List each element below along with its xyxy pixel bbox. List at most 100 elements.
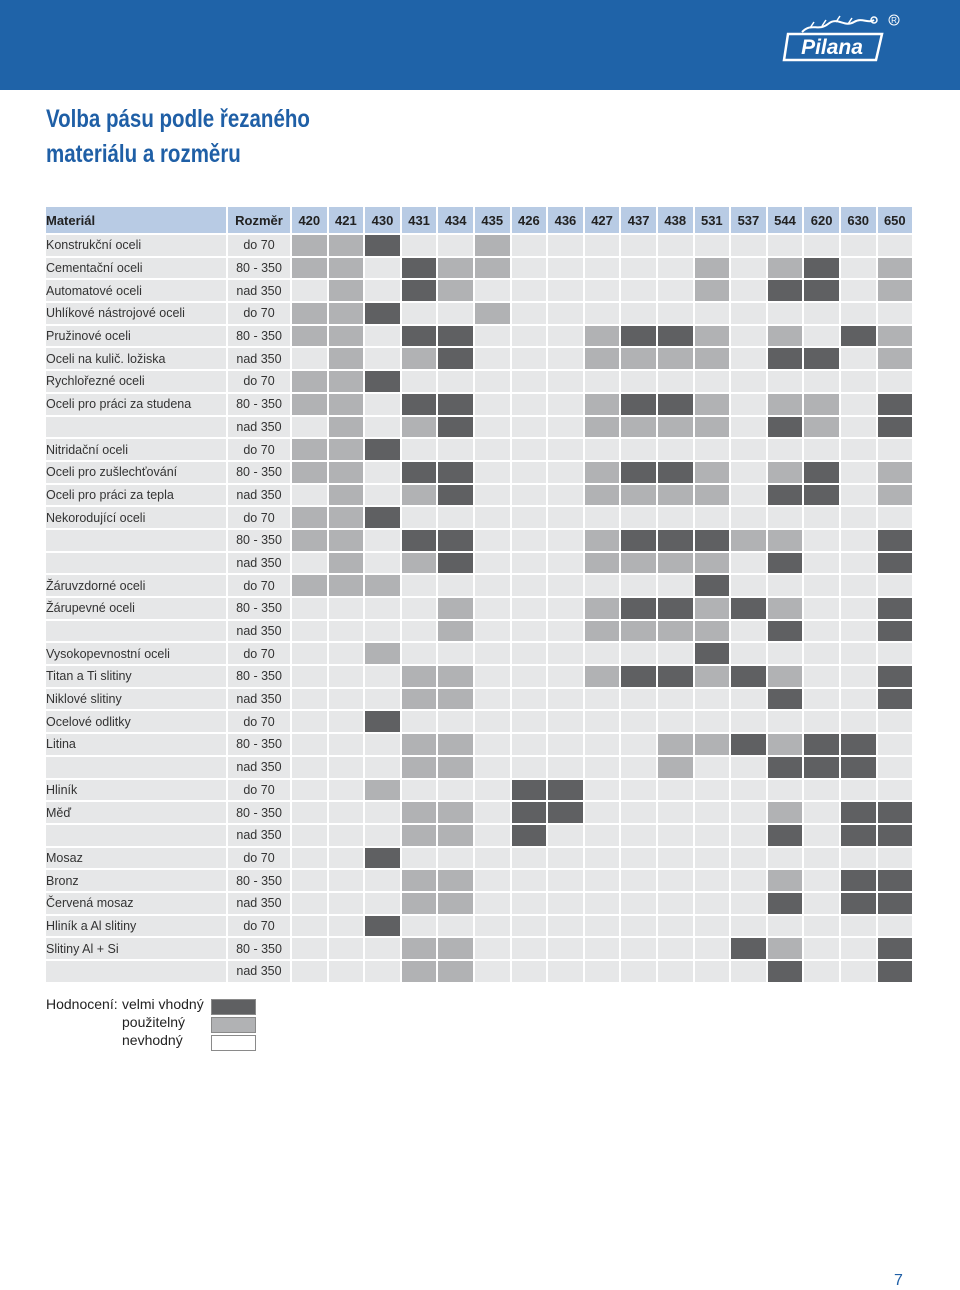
rating-cell-426 xyxy=(511,598,547,619)
rating-cell-426 xyxy=(511,756,547,778)
table-row: Vysokopevnostní oceli do 70 xyxy=(46,643,913,665)
rating-cell-531 xyxy=(694,824,730,846)
rating-cell-430 xyxy=(365,529,400,551)
rating-cell-430 xyxy=(365,303,400,324)
table-row: Niklové slitiny nad 350 xyxy=(46,688,913,710)
header-band-537: 537 xyxy=(731,207,766,233)
rating-cell-436 xyxy=(548,734,583,755)
rating-cell-434 xyxy=(438,847,473,869)
table-header-row: Materiál Rozměr 420 421 430 431 434 435 426 436… xyxy=(46,207,913,233)
rating-cell-434 xyxy=(438,666,473,687)
rating-cell-427 xyxy=(584,847,620,869)
rating-cell-531 xyxy=(694,461,730,483)
rating-cell-438 xyxy=(657,824,693,846)
rating-cell-435 xyxy=(474,666,510,687)
rating-cell-438 xyxy=(657,235,693,256)
rating-cell-438 xyxy=(657,416,693,438)
rating-cell-531 xyxy=(694,598,730,619)
size-cell: do 70 xyxy=(228,235,290,256)
rating-cell-650 xyxy=(877,688,913,710)
rating-cell-630 xyxy=(840,235,876,256)
rating-cell-430 xyxy=(365,711,400,733)
rating-cell-436 xyxy=(548,575,583,596)
size-cell: do 70 xyxy=(228,711,290,733)
page-number: 7 xyxy=(894,1272,903,1289)
rating-cell-427 xyxy=(584,779,620,801)
rating-cell-544 xyxy=(767,802,803,823)
rating-cell-420 xyxy=(292,802,327,823)
table-row: Uhlíkové nástrojové oceli do 70 xyxy=(46,303,913,324)
rating-cell-435 xyxy=(474,235,510,256)
rating-cell-421 xyxy=(328,734,364,755)
rating-cell-420 xyxy=(292,938,327,959)
size-cell: do 70 xyxy=(228,507,290,528)
rating-cell-630 xyxy=(840,529,876,551)
rating-cell-426 xyxy=(511,915,547,937)
rating-cell-421 xyxy=(328,416,364,438)
rating-cell-620 xyxy=(804,416,839,438)
material-cell: Žáruvzdorné oceli xyxy=(46,575,226,596)
rating-cell-620 xyxy=(804,779,839,801)
rating-cell-421 xyxy=(328,756,364,778)
rating-cell-531 xyxy=(694,280,730,302)
rating-cell-421 xyxy=(328,666,364,687)
rating-cell-531 xyxy=(694,371,730,392)
rating-cell-427 xyxy=(584,938,620,959)
rating-cell-434 xyxy=(438,915,473,937)
rating-cell-531 xyxy=(694,711,730,733)
rating-cell-426 xyxy=(511,371,547,392)
rating-cell-435 xyxy=(474,847,510,869)
rating-cell-531 xyxy=(694,938,730,959)
rating-cell-434 xyxy=(438,325,473,347)
legend-label-usable: použitelný xyxy=(122,1014,186,1030)
legend-label-very-suitable: velmi vhodný xyxy=(122,996,204,1012)
material-cell: Niklové slitiny xyxy=(46,688,226,710)
rating-cell-420 xyxy=(292,575,327,596)
rating-cell-630 xyxy=(840,620,876,642)
rating-cell-438 xyxy=(657,371,693,392)
rating-cell-421 xyxy=(328,870,364,891)
rating-cell-420 xyxy=(292,870,327,891)
rating-cell-430 xyxy=(365,439,400,460)
rating-cell-537 xyxy=(731,416,766,438)
rating-cell-544 xyxy=(767,756,803,778)
rating-cell-430 xyxy=(365,688,400,710)
rating-cell-435 xyxy=(474,688,510,710)
rating-cell-436 xyxy=(548,507,583,528)
rating-cell-650 xyxy=(877,507,913,528)
rating-cell-436 xyxy=(548,552,583,574)
rating-cell-437 xyxy=(621,915,656,937)
rating-cell-630 xyxy=(840,779,876,801)
rating-cell-437 xyxy=(621,688,656,710)
rating-cell-650 xyxy=(877,416,913,438)
material-cell: Nekorodující oceli xyxy=(46,507,226,528)
rating-cell-620 xyxy=(804,348,839,370)
rating-cell-544 xyxy=(767,348,803,370)
rating-cell-544 xyxy=(767,915,803,937)
rating-cell-437 xyxy=(621,552,656,574)
rating-cell-537 xyxy=(731,257,766,279)
rating-cell-434 xyxy=(438,371,473,392)
table-row: Pružinové oceli 80 - 350 xyxy=(46,325,913,347)
rating-cell-427 xyxy=(584,643,620,665)
rating-cell-421 xyxy=(328,552,364,574)
rating-cell-531 xyxy=(694,688,730,710)
rating-cell-435 xyxy=(474,552,510,574)
rating-cell-437 xyxy=(621,779,656,801)
rating-cell-630 xyxy=(840,303,876,324)
rating-cell-537 xyxy=(731,552,766,574)
rating-cell-420 xyxy=(292,416,327,438)
rating-cell-426 xyxy=(511,439,547,460)
rating-cell-537 xyxy=(731,280,766,302)
rating-cell-430 xyxy=(365,393,400,415)
rating-cell-531 xyxy=(694,802,730,823)
rating-cell-437 xyxy=(621,507,656,528)
rating-cell-434 xyxy=(438,620,473,642)
rating-cell-531 xyxy=(694,235,730,256)
rating-cell-531 xyxy=(694,756,730,778)
rating-cell-620 xyxy=(804,484,839,506)
rating-cell-421 xyxy=(328,461,364,483)
table-row: nad 350 xyxy=(46,552,913,574)
rating-cell-531 xyxy=(694,779,730,801)
brand-name: Pilana xyxy=(801,36,863,59)
